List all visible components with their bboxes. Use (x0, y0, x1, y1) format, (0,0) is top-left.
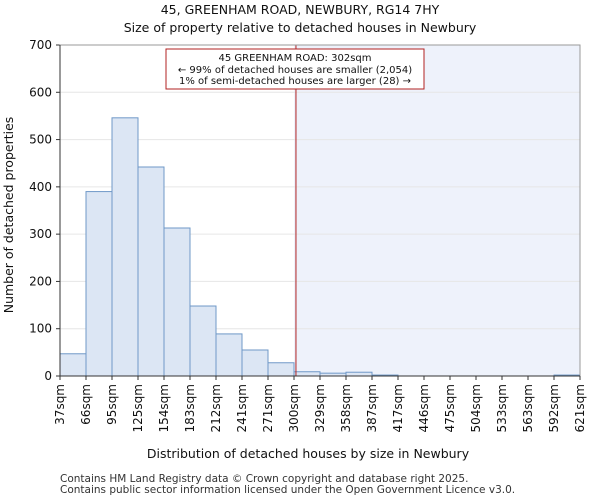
x-tick-label: 329sqm (313, 384, 327, 432)
x-tick-label: 387sqm (365, 384, 379, 432)
annotation-line-1: 45 GREENHAM ROAD: 302sqm (218, 53, 371, 64)
y-tick-label: 600 (29, 85, 52, 99)
x-tick-label: 504sqm (469, 384, 483, 432)
x-tick-label: 125sqm (131, 384, 145, 432)
bar (241, 349, 269, 377)
y-tick-label: 400 (29, 180, 52, 194)
x-tick-label: 533sqm (495, 384, 509, 432)
annotation-line-2: ← 99% of detached houses are smaller (2,… (178, 65, 412, 76)
x-tick-label: 300sqm (287, 384, 301, 432)
x-tick-label: 37sqm (53, 384, 67, 425)
y-axis-label: Number of detached properties (1, 117, 16, 314)
bar (163, 227, 191, 377)
highlight-region (294, 45, 580, 376)
bar (189, 305, 217, 377)
x-tick-label: 241sqm (235, 384, 249, 432)
x-tick-label: 212sqm (209, 384, 223, 432)
bar (59, 353, 87, 377)
annotation-line-3: 1% of semi-detached houses are larger (2… (179, 76, 411, 87)
chart-subtitle: Size of property relative to detached ho… (124, 20, 477, 35)
y-tick-label: 700 (29, 38, 52, 52)
y-tick-label: 100 (29, 322, 52, 336)
chart-title: 45, GREENHAM ROAD, NEWBURY, RG14 7HY (161, 2, 440, 17)
x-tick-label: 592sqm (547, 384, 561, 432)
bar (85, 191, 113, 377)
x-tick-label: 446sqm (417, 384, 431, 432)
x-tick-label: 271sqm (261, 384, 275, 432)
x-tick-label: 475sqm (443, 384, 457, 432)
y-tick-label: 300 (29, 227, 52, 241)
bar (137, 166, 165, 377)
x-tick-label: 154sqm (157, 384, 171, 432)
y-tick-label: 0 (44, 369, 52, 383)
y-tick-label: 500 (29, 133, 52, 147)
bar (293, 371, 321, 377)
bar (215, 333, 243, 377)
footer-licence: Contains public sector information licen… (60, 484, 516, 496)
y-tick-label: 200 (29, 274, 52, 288)
bar (267, 362, 295, 377)
x-tick-label: 183sqm (183, 384, 197, 432)
x-tick-label: 358sqm (339, 384, 353, 432)
x-axis-label: Distribution of detached houses by size … (147, 446, 470, 461)
bar (345, 371, 373, 377)
x-tick-label: 66sqm (79, 384, 93, 425)
x-tick-label: 95sqm (105, 384, 119, 425)
footer-copyright: Contains HM Land Registry data © Crown c… (60, 473, 469, 485)
x-tick-label: 621sqm (573, 384, 587, 432)
annotation-box: 45 GREENHAM ROAD: 302sqm ← 99% of detach… (165, 48, 425, 90)
x-tick-label: 417sqm (391, 384, 405, 432)
x-tick-label: 563sqm (521, 384, 535, 432)
bar (111, 117, 139, 377)
